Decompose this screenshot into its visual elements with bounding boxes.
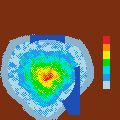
Bar <box>103 36 110 44</box>
Bar <box>103 44 110 51</box>
Bar <box>103 51 110 59</box>
Bar <box>103 59 110 66</box>
Bar <box>103 74 110 81</box>
Bar <box>103 66 110 74</box>
Bar <box>103 81 110 89</box>
